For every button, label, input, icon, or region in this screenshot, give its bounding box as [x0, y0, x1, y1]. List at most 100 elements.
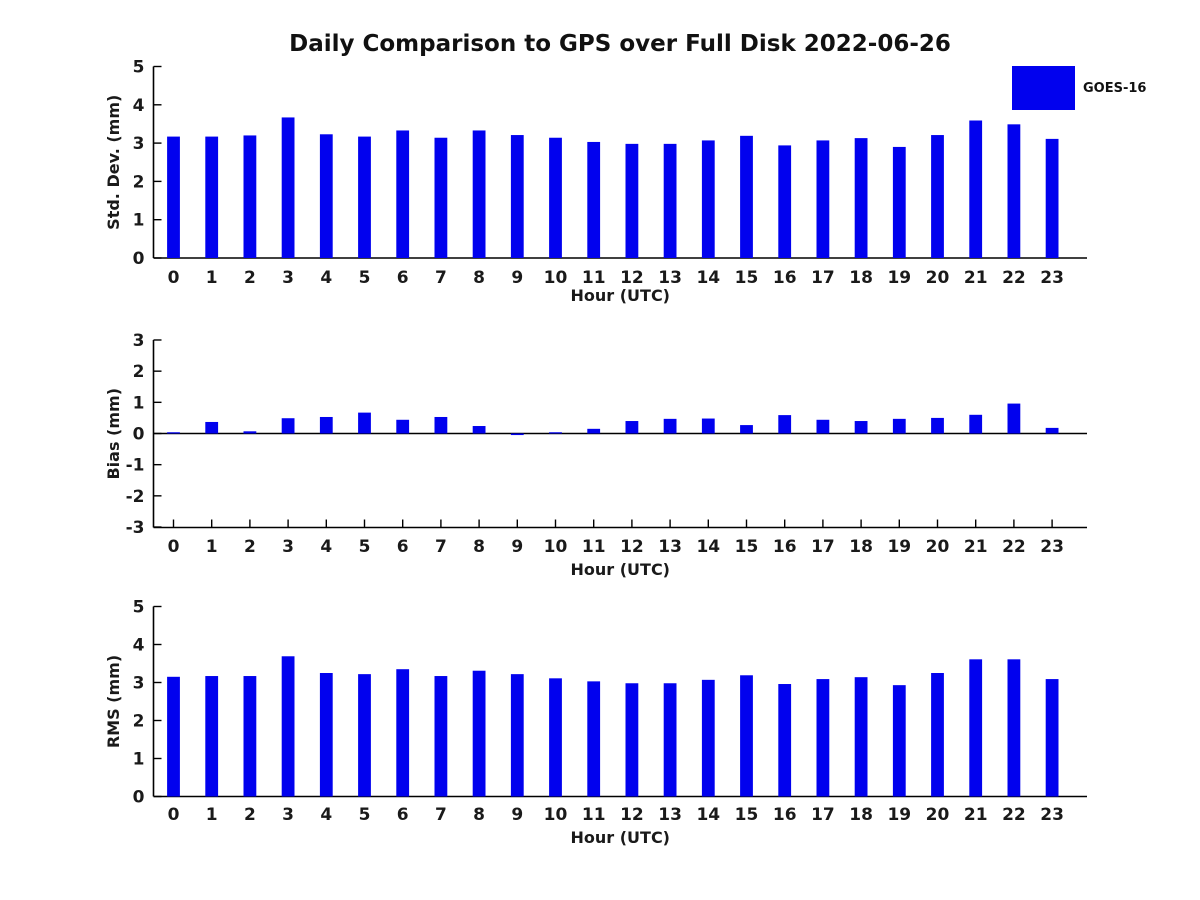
legend-swatch-goes16 [1012, 66, 1075, 110]
x-tick-label: 18 [849, 805, 873, 825]
x-tick-label: 17 [811, 537, 835, 557]
bar-rms-h4 [319, 673, 333, 797]
x-tick-label: 13 [658, 268, 682, 288]
x-tick-label: 11 [582, 537, 606, 557]
x-tick-label: 4 [320, 537, 332, 557]
x-tick-label: 3 [282, 805, 294, 825]
bar-bias-h22 [1007, 403, 1021, 434]
bar-bias-h9 [510, 433, 524, 436]
bar-bias-h4 [319, 416, 333, 434]
bar-stddev-h2 [243, 135, 257, 258]
bar-rms-h9 [510, 674, 524, 797]
bar-bias-h23 [1045, 427, 1059, 434]
x-tick-label: 22 [1002, 268, 1026, 288]
y-tick-label: 0 [133, 425, 145, 445]
bar-rms-h18 [854, 677, 868, 797]
x-tick-label: 1 [206, 805, 218, 825]
bar-rms-h13 [663, 683, 677, 797]
figure-title: Daily Comparison to GPS over Full Disk 2… [289, 31, 951, 57]
bar-rms-h17 [816, 679, 830, 797]
bar-rms-h11 [587, 681, 601, 797]
bar-stddev-h4 [319, 134, 333, 258]
y-tick-label: -3 [126, 518, 145, 538]
bar-bias-h2 [243, 431, 257, 434]
bar-stddev-h21 [969, 120, 983, 259]
bar-rms-h12 [625, 683, 639, 797]
bar-rms-h22 [1007, 659, 1021, 797]
y-tick-label: 2 [133, 172, 145, 192]
bar-stddev-h9 [510, 135, 524, 258]
bar-stddev-h15 [740, 135, 753, 258]
x-tick-label: 3 [282, 537, 294, 557]
x-tick-label: 21 [964, 268, 988, 288]
bar-bias-h11 [587, 428, 601, 434]
y-tick-label: 1 [133, 211, 145, 231]
bar-bias-h15 [740, 425, 753, 434]
bar-stddev-h0 [167, 136, 180, 258]
x-tick-label: 5 [359, 537, 371, 557]
bar-rms-h10 [549, 678, 562, 797]
x-tick-label: 4 [320, 268, 332, 288]
x-tick-label: 13 [658, 537, 682, 557]
bar-bias-h19 [892, 418, 906, 434]
x-tick-label: 3 [282, 268, 294, 288]
bar-rms-h5 [358, 674, 371, 797]
bar-stddev-h10 [549, 137, 562, 258]
x-tick-label: 13 [658, 805, 682, 825]
bar-bias-h5 [358, 412, 371, 434]
x-tick-label: 22 [1002, 537, 1026, 557]
y-tick-label: 1 [133, 750, 145, 770]
bar-bias-h0 [167, 432, 180, 434]
x-tick-label: 7 [435, 537, 447, 557]
x-tick-label: 9 [511, 805, 523, 825]
y-tick-label: 0 [133, 249, 145, 269]
x-tick-label: 4 [320, 805, 332, 825]
bar-stddev-h13 [663, 143, 677, 258]
x-tick-label: 2 [244, 537, 256, 557]
bar-rms-h8 [472, 670, 486, 797]
bar-stddev-h11 [587, 141, 601, 258]
legend: GOES-16 [1012, 66, 1146, 110]
x-axis-title-stddev: Hour (UTC) [570, 286, 670, 305]
x-tick-label: 16 [773, 268, 797, 288]
y-tick-label: 2 [133, 712, 145, 732]
y-tick-label: 4 [133, 636, 145, 656]
y-tick-label: 3 [133, 674, 145, 694]
bar-bias-h3 [281, 418, 295, 434]
x-tick-label: 9 [511, 268, 523, 288]
x-tick-label: 5 [359, 268, 371, 288]
x-tick-label: 11 [582, 268, 606, 288]
bar-bias-h21 [969, 414, 983, 434]
bar-bias-h13 [663, 418, 677, 434]
bar-bias-h14 [701, 418, 715, 434]
y-axis-title-stddev: Std. Dev. (mm) [104, 95, 123, 230]
x-tick-label: 18 [849, 537, 873, 557]
bar-rms-h3 [281, 656, 295, 797]
x-axis-title-bias: Hour (UTC) [570, 560, 670, 579]
x-axis-title-rms: Hour (UTC) [570, 828, 670, 847]
x-tick-label: 17 [811, 805, 835, 825]
x-tick-label: 16 [773, 537, 797, 557]
x-tick-label: 14 [696, 268, 720, 288]
x-tick-label: 7 [435, 805, 447, 825]
bar-stddev-h1 [205, 136, 219, 258]
x-tick-label: 11 [582, 805, 606, 825]
x-tick-label: 10 [544, 268, 568, 288]
bar-rms-h19 [892, 685, 906, 797]
x-tick-label: 16 [773, 805, 797, 825]
y-tick-label: 4 [133, 96, 145, 116]
x-tick-label: 15 [735, 805, 759, 825]
x-tick-label: 10 [544, 537, 568, 557]
x-tick-label: 20 [926, 537, 950, 557]
bar-stddev-h8 [472, 130, 486, 258]
x-tick-label: 7 [435, 268, 447, 288]
x-tick-label: 2 [244, 805, 256, 825]
x-tick-label: 19 [887, 537, 911, 557]
x-tick-label: 1 [206, 537, 218, 557]
legend-label: GOES-16 [1083, 80, 1147, 96]
bar-bias-h10 [549, 432, 562, 434]
bar-stddev-h18 [854, 138, 868, 258]
bar-stddev-h12 [625, 143, 639, 258]
bar-bias-h20 [931, 417, 944, 434]
